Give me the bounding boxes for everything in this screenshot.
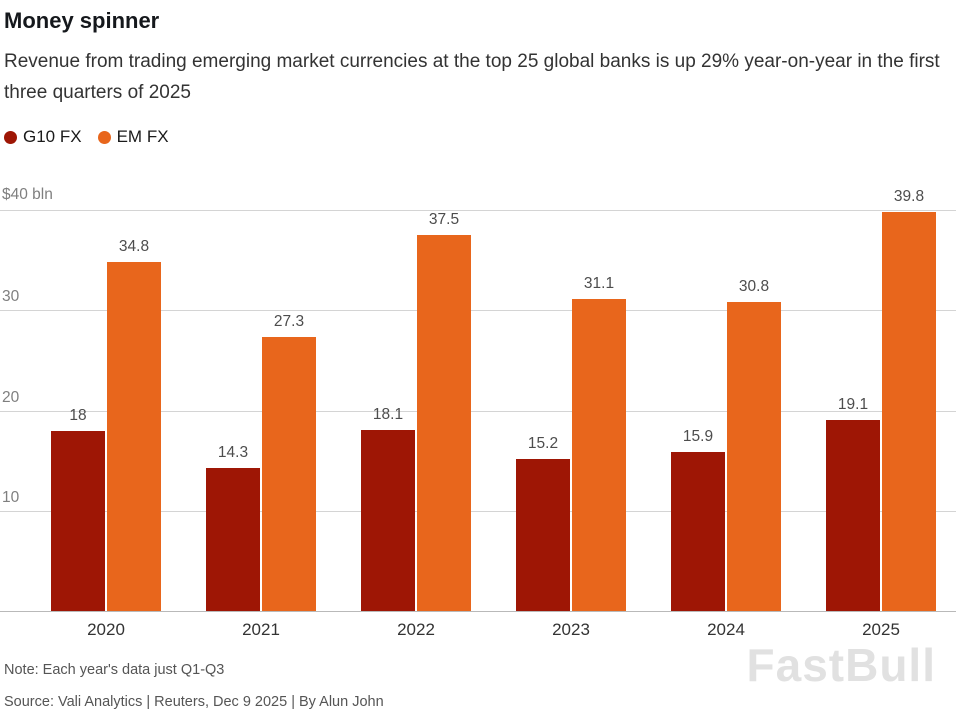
chart-subtitle: Revenue from trading emerging market cur… [4,51,940,103]
bar-em-fx-2023: 31.1 [572,275,626,611]
bar-g10-fx-2022: 18.1 [361,406,415,611]
x-axis-label-2022: 2022 [397,620,435,639]
legend-item-g10-fx: G10 FX [4,127,82,147]
em-fx-dot-icon [97,130,111,144]
bar-group-2020: 18 34.8 [51,210,161,611]
bar-em-fx-2021: 27.3 [262,313,316,611]
chart-legend: G10 FX EM FX [4,127,169,147]
bar-value-em-fx-2025: 39.8 [893,188,925,206]
x-axis-label-2025: 2025 [862,620,900,639]
bar-group-2024: 15.9 30.8 [671,210,781,611]
bar-value-g10-fx-2020: 18 [69,406,87,424]
bar-em-fx-2020: 34.8 [107,238,161,611]
gridline-20 [0,410,956,412]
bar-g10-fx-2023: 15.2 [516,435,570,611]
legend-label-em-fx: EM FX [116,127,169,146]
bar-value-g10-fx-2022: 18.1 [372,405,404,423]
legend-label-g10-fx: G10 FX [23,127,82,146]
fastbull-watermark: FastBull [746,639,936,691]
x-axis-label-2023: 2023 [552,620,590,639]
x-axis-label-2024: 2024 [707,620,745,639]
bar-value-em-fx-2022: 37.5 [428,211,460,229]
y-tick-label-10: 10 [2,488,20,506]
y-tick-label-30: 30 [2,288,20,306]
x-axis-label-2020: 2020 [87,620,125,639]
x-axis-labels: 2020 2021 2022 2023 2024 2025 [0,620,956,640]
bar-g10-fx-2024: 15.9 [671,428,725,611]
y-tick-label-20: 20 [2,388,20,406]
bar-value-em-fx-2024: 30.8 [738,278,770,296]
bar-value-em-fx-2023: 31.1 [583,275,615,293]
bar-value-em-fx-2021: 27.3 [273,313,305,331]
chart-note: Note: Each year's data just Q1-Q3 [4,662,225,678]
bar-value-g10-fx-2024: 15.9 [682,427,714,445]
bar-em-fx-2024: 30.8 [727,278,781,611]
bar-group-2025: 19.1 39.8 [826,188,936,611]
bar-value-g10-fx-2025: 19.1 [837,395,869,413]
bar-value-em-fx-2020: 34.8 [118,238,150,256]
bar-value-g10-fx-2023: 15.2 [527,434,559,452]
bar-group-2022: 18.1 37.5 [361,210,471,611]
bar-g10-fx-2021: 14.3 [206,444,260,611]
gridline-40 [0,210,956,211]
page-title: Money spinner [4,8,160,33]
bar-em-fx-2025: 39.8 [882,188,936,611]
legend-item-em-fx: EM FX [97,127,169,147]
chart-source: Source: Vali Analytics | Reuters, Dec 9 … [4,694,384,710]
bar-groups: 18 34.8 14.3 27.3 18.1 37.5 15.2 31.1 15.9 30.8 19… [0,188,956,611]
bar-g10-fx-2025: 19.1 [826,396,880,611]
bar-value-g10-fx-2021: 14.3 [217,443,249,461]
gridline-10 [0,510,956,512]
bar-group-2023: 15.2 31.1 [516,210,626,611]
y-axis-top-label: $40 bln [2,186,53,203]
gridline-30 [0,310,956,312]
g10-fx-dot-icon [4,130,17,144]
bar-group-2021: 14.3 27.3 [206,210,316,611]
x-axis-label-2021: 2021 [242,620,280,639]
bar-chart-area: 10 20 30 18 34.8 14.3 27.3 18.1 37.5 15.2 31.1 15.… [0,188,956,612]
bar-em-fx-2022: 37.5 [417,211,471,611]
bar-g10-fx-2020: 18 [51,407,105,611]
